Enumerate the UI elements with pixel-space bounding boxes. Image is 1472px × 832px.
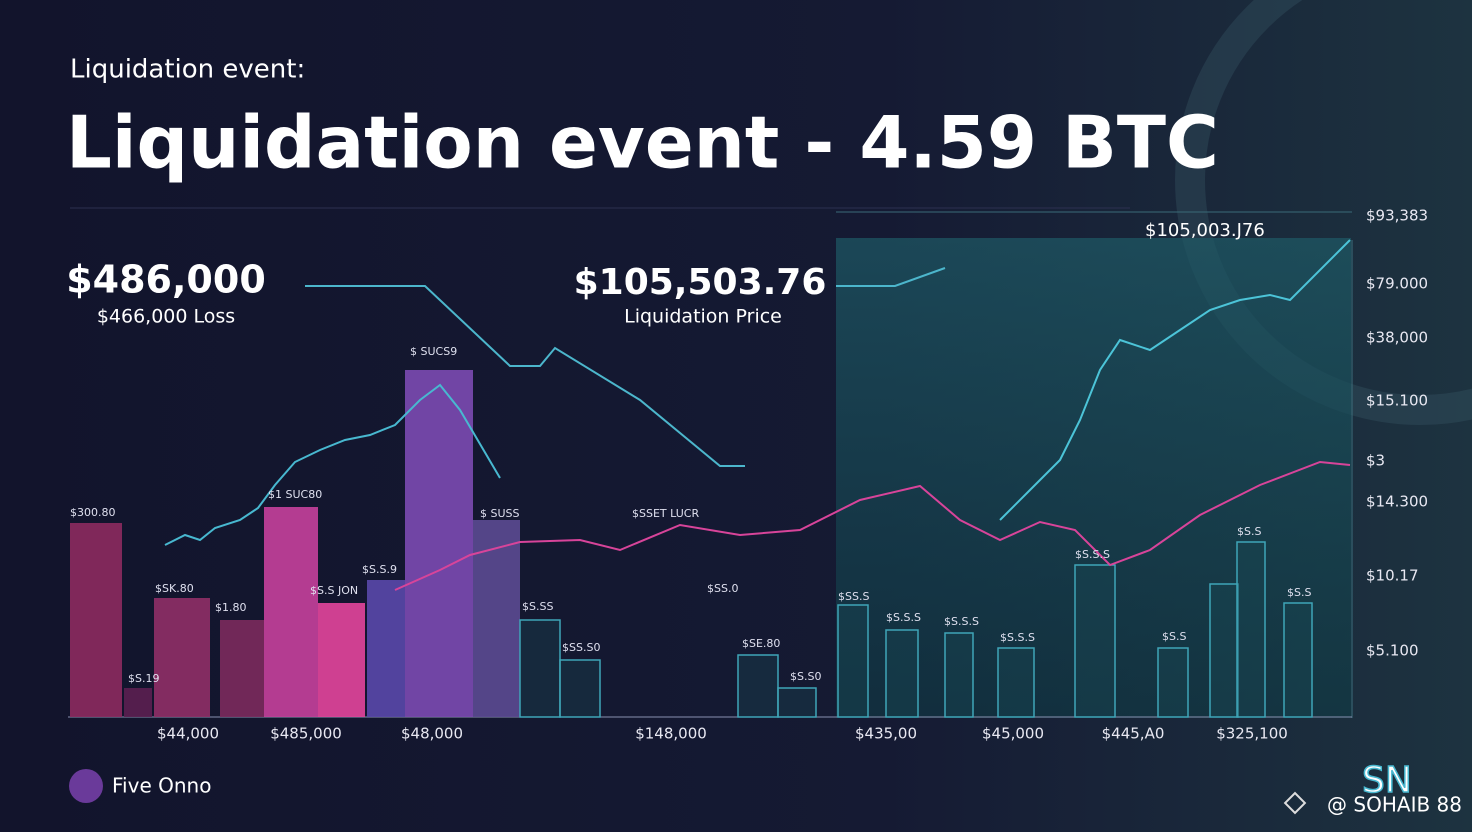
- bar-outline: [885, 629, 919, 718]
- bar-outline: [1236, 541, 1266, 718]
- bar-outline: [737, 654, 779, 718]
- bar-label: $SK.80: [155, 582, 194, 595]
- axis-label: $435,00: [855, 725, 917, 743]
- axis-label: $14.300: [1366, 493, 1428, 511]
- price-line: [999, 239, 1351, 521]
- bar-label: $SS.S0: [562, 641, 600, 654]
- bar-label: $S.S: [1237, 525, 1261, 538]
- bar-shape: [367, 580, 405, 717]
- handle: @ SOHAIB 88: [1327, 793, 1462, 817]
- bar-label: $S.S.9: [362, 563, 397, 576]
- peak-label: $105,003.J76: [1145, 220, 1265, 241]
- axis-label: $445,A0: [1102, 725, 1165, 743]
- bar-outline: [944, 632, 974, 718]
- brand-logo: [69, 769, 103, 803]
- bar-label: $S.S.S: [944, 615, 979, 628]
- title: Liquidation event - 4.59 BTC: [66, 101, 1219, 185]
- axis-label: $3: [1366, 452, 1385, 470]
- bar-label: $S.S.S: [1000, 631, 1035, 644]
- trend-line: [836, 267, 946, 287]
- bar-label: $1 SUC80: [268, 488, 322, 501]
- bar-label: $S.S.S: [1075, 548, 1110, 561]
- bar-label: $S.S: [1162, 630, 1186, 643]
- bar-label: $ SUCS9: [410, 345, 457, 358]
- axis-label: $485,000: [270, 725, 342, 743]
- stat-value: $105,503.76: [574, 262, 827, 303]
- axis-label: $148,000: [635, 725, 707, 743]
- axis-label: $48,000: [401, 725, 463, 743]
- bar-label: $S.19: [128, 672, 159, 685]
- kicker: Liquidation event:: [70, 55, 305, 85]
- bar-label: $SS.S: [838, 590, 869, 603]
- bar-shape: [124, 688, 152, 717]
- bar-outline: [559, 659, 601, 718]
- bar-label: $SE.80: [742, 637, 780, 650]
- bar-label: $S.SS: [522, 600, 553, 613]
- bar-label: $S.S0: [790, 670, 821, 683]
- decor-dial: [1175, 0, 1472, 425]
- price-line: [164, 383, 501, 546]
- bar-label: $ SUSS: [480, 507, 520, 520]
- axis-label: $38,000: [1366, 329, 1428, 347]
- axis-label: $325,100: [1216, 725, 1288, 743]
- bar-outline: [1074, 564, 1116, 718]
- bar-shape: [473, 520, 520, 717]
- bar-label: $SS.0: [707, 582, 738, 595]
- bar-shape: [318, 603, 365, 717]
- bar-outline: [997, 647, 1035, 718]
- axis-label: $45,000: [982, 725, 1044, 743]
- corner-logo: SN: [1362, 760, 1412, 801]
- bar-shape: [405, 370, 473, 717]
- bar-label: $S.S: [1287, 586, 1311, 599]
- bar-label: $SSET LUCR: [632, 507, 699, 520]
- axis-label: $44,000: [157, 725, 219, 743]
- bar-outline: [777, 687, 817, 718]
- bar-outline: [1283, 602, 1313, 718]
- bar-label: $1.80: [215, 601, 247, 614]
- stat-label: $466,000 Loss: [97, 306, 235, 328]
- axis-label: $5.100: [1366, 642, 1419, 660]
- axis-label: $93,383: [1366, 207, 1428, 225]
- bar-outline: [837, 604, 869, 718]
- bar-outline: [1209, 583, 1239, 718]
- bar-label: $S.S JON: [310, 584, 358, 597]
- bar-label: $300.80: [70, 506, 116, 519]
- trend-line: [305, 285, 745, 467]
- bar-shape: [154, 598, 210, 717]
- loss-line: [394, 460, 1351, 591]
- bar-shape: [220, 620, 264, 717]
- bar-outline: [1157, 647, 1189, 718]
- axis-label: $79.000: [1366, 275, 1428, 293]
- handle-icon: [1283, 791, 1307, 815]
- bar-shape: [264, 507, 318, 717]
- bar-shape: [70, 523, 122, 717]
- axis-label: $10.17: [1366, 567, 1419, 585]
- stat-value: $486,000: [66, 258, 266, 302]
- stat-label: Liquidation Price: [624, 306, 782, 328]
- brand: Five Onno: [112, 774, 211, 798]
- axis-label: $15.100: [1366, 392, 1428, 410]
- bar-label: $S.S.S: [886, 611, 921, 624]
- bar-outline: [519, 619, 561, 718]
